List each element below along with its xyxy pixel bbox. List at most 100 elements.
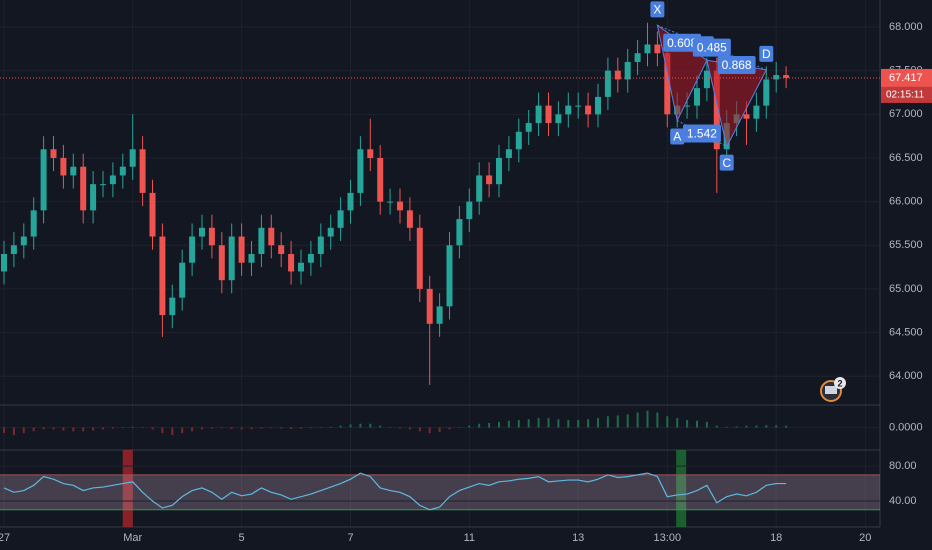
candle-body — [426, 288, 433, 324]
candle-body — [555, 114, 562, 124]
candle-body — [208, 227, 215, 246]
histogram-bar — [527, 419, 530, 428]
point-label: A — [673, 130, 681, 144]
histogram-bar — [666, 416, 669, 428]
point-label: C — [722, 156, 731, 170]
candle-body — [248, 253, 255, 263]
y-tick-label: 0.0000 — [889, 421, 923, 433]
histogram-bar — [349, 424, 352, 428]
candle-body — [50, 149, 57, 158]
histogram-bar — [686, 420, 689, 428]
point-box — [759, 45, 774, 62]
x-tick-label: 11 — [464, 532, 475, 544]
point-label: D — [762, 47, 771, 61]
x-tick-label: 13:00 — [654, 532, 682, 544]
y-tick-label: 68.000 — [889, 21, 923, 33]
candle-body — [406, 210, 413, 228]
histogram-bar — [339, 425, 342, 428]
candle-body — [505, 149, 512, 158]
histogram-bar — [547, 418, 550, 428]
signal-highlight — [676, 450, 687, 527]
candle-body — [228, 236, 235, 281]
x-tick-label: 7 — [347, 532, 353, 544]
histogram-bar — [735, 426, 738, 428]
histogram-bar — [220, 427, 223, 429]
candle-body — [575, 105, 582, 107]
histogram-bar — [42, 427, 45, 430]
histogram-bar — [517, 420, 520, 428]
candle-body — [159, 236, 166, 316]
candle-body — [624, 61, 631, 80]
event-flag — [825, 386, 837, 394]
candle-body — [278, 245, 285, 254]
histogram-bar — [616, 415, 619, 428]
candle-body — [743, 114, 750, 119]
pattern-point: C — [719, 154, 734, 171]
candle-body — [367, 149, 374, 158]
histogram-bar — [111, 427, 114, 429]
histogram-bar — [587, 419, 590, 428]
countdown-box — [881, 86, 932, 103]
candle-body — [357, 149, 364, 193]
candle-body — [100, 184, 106, 186]
event-badge-label: 2 — [837, 378, 842, 388]
histogram-bar — [72, 427, 75, 432]
candle-body — [634, 53, 641, 62]
histogram-bar — [626, 414, 629, 428]
candle-body — [466, 201, 473, 220]
candle-body — [703, 70, 710, 89]
ratio-box — [663, 33, 702, 52]
candle-body — [694, 88, 700, 106]
candle-body — [337, 210, 344, 228]
histogram-bar — [151, 427, 154, 430]
pattern-point: X — [650, 1, 665, 18]
histogram-bar — [705, 421, 708, 428]
ratio-label: 0.868 — [722, 58, 752, 72]
histogram-bar — [319, 427, 322, 428]
histogram-bar — [785, 425, 788, 428]
x-tick-label: 18 — [770, 532, 782, 544]
y-tick-label: 66.000 — [889, 196, 923, 208]
candle-body — [416, 227, 423, 289]
candle-body — [753, 105, 760, 119]
candle-body — [70, 166, 77, 176]
y-tick-label: 67.000 — [889, 108, 923, 120]
candle-body — [535, 105, 542, 124]
histogram-bar — [389, 427, 392, 428]
candle-body — [654, 44, 661, 54]
candle-body — [258, 227, 265, 254]
ratio-label: 1.542 — [687, 127, 717, 141]
candle-body — [169, 297, 176, 316]
candle-body — [783, 75, 790, 78]
histogram-bar — [606, 416, 609, 428]
candle-body — [456, 219, 463, 246]
histogram-bar — [181, 427, 184, 434]
histogram-bar — [696, 420, 698, 428]
candle-body — [288, 253, 295, 272]
oscillator-line — [3, 472, 787, 511]
candle-body — [40, 149, 47, 211]
histogram-bar — [537, 418, 540, 428]
y-tick-label: 40.00 — [889, 495, 917, 507]
histogram-bar — [755, 425, 758, 428]
histogram-bar — [12, 427, 15, 435]
histogram-bar — [567, 420, 570, 428]
histogram-bar — [636, 412, 639, 428]
ratio-label: 0.608 — [667, 36, 697, 50]
candle-body — [446, 245, 453, 307]
candle-body — [585, 105, 592, 115]
histogram-bar — [260, 427, 263, 429]
band-fill — [0, 474, 880, 510]
histogram-bar — [775, 425, 778, 428]
histogram-bar — [22, 427, 25, 434]
candle-body — [268, 227, 275, 246]
x-tick-label: 5 — [239, 532, 245, 544]
histogram-bar — [32, 427, 35, 432]
y-tick-label: 64.500 — [889, 326, 923, 338]
histogram-bar — [82, 427, 85, 432]
histogram-bar — [161, 427, 164, 434]
y-tick-label: 66.500 — [889, 152, 923, 164]
last-price-box — [881, 68, 932, 87]
